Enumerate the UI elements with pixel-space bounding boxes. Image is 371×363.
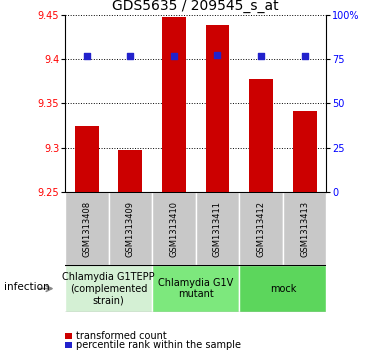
Bar (162, 17, 186, 192)
Bar (283, 192, 326, 265)
Text: Chlamydia G1V
mutant: Chlamydia G1V mutant (158, 278, 233, 299)
Text: GSM1313412: GSM1313412 (257, 201, 266, 257)
Bar (109, 192, 152, 265)
Text: mock: mock (270, 284, 296, 294)
Text: GSM1313411: GSM1313411 (213, 201, 222, 257)
Text: Chlamydia G1TEPP
(complemented
strain): Chlamydia G1TEPP (complemented strain) (62, 272, 155, 305)
Text: GSM1313409: GSM1313409 (126, 201, 135, 257)
Bar (152, 192, 196, 265)
Text: GSM1313413: GSM1313413 (300, 201, 309, 257)
Point (214, 52, 220, 57)
Text: GSM1313410: GSM1313410 (170, 201, 178, 257)
Point (302, 53, 308, 59)
Text: GSM1313408: GSM1313408 (82, 201, 91, 257)
Bar (152, 265, 239, 312)
Bar (206, 25, 230, 192)
Point (127, 53, 133, 59)
Title: GDS5635 / 209545_s_at: GDS5635 / 209545_s_at (112, 0, 279, 13)
Point (171, 53, 177, 59)
Bar (196, 192, 239, 265)
Bar (239, 192, 283, 265)
Text: percentile rank within the sample: percentile rank within the sample (76, 340, 241, 350)
Text: infection: infection (4, 282, 49, 292)
Text: transformed count: transformed count (76, 331, 167, 341)
Bar (118, 150, 142, 192)
Bar (65, 265, 152, 312)
Bar (249, 78, 273, 192)
Point (258, 53, 264, 59)
Bar (239, 265, 326, 312)
Bar (65, 192, 109, 265)
Point (84, 53, 90, 59)
Bar (75, 126, 99, 192)
Bar (293, 111, 317, 192)
